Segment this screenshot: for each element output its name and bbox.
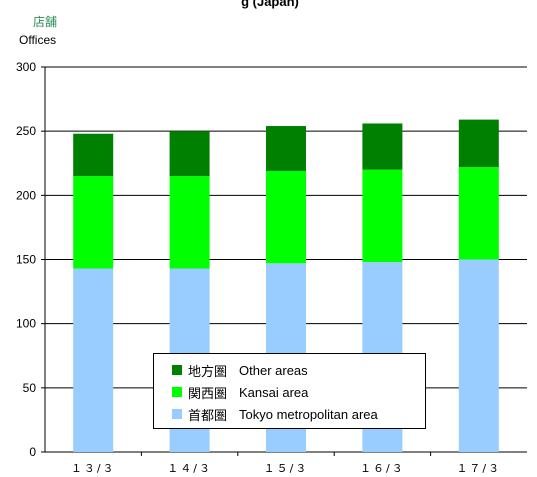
bar-segment-kansai [266,170,306,264]
legend-item-tokyo: 首都圏 Tokyo metropolitan area [172,403,425,425]
y-tick-label: 50 [23,381,37,395]
legend-swatch-tokyo [172,409,182,419]
bar-segment-kansai [362,169,403,263]
bar-segment-other [169,131,210,177]
bar-segment-other [73,133,114,177]
legend-item-other: 地方圏 Other areas [172,359,425,381]
legend-label-en: Other areas [239,362,308,378]
legend-label-jp: 地方圏 [188,364,228,380]
x-tick-label: １４/３ [167,462,212,475]
unit-label-english: Offices [19,33,57,47]
bar-segment-tokyo [458,259,499,452]
bar-segment-tokyo [73,268,114,452]
legend-swatch-kansai [172,387,182,397]
bar-segment-other [362,123,403,170]
chart-title: g (Japan) [241,0,299,9]
bar-segment-other [266,126,306,171]
legend-label-jp: 首都圏 [188,408,228,424]
legend-label-en: Kansai area [239,384,309,400]
bar-segment-kansai [73,176,114,269]
y-tick-label: 0 [29,445,36,459]
y-tick-label: 150 [16,253,36,267]
bar-segment-other [458,119,499,168]
x-tick-label: １５/３ [264,462,309,475]
bar-segment-kansai [169,176,210,269]
x-tick-label: １７/３ [456,462,501,475]
legend-label-jp: 関西圏 [188,386,228,402]
y-tick-label: 200 [16,188,36,202]
x-tick-label: １６/３ [360,462,405,475]
legend-item-kansai: 関西圏 Kansai area [172,381,425,403]
y-tick-label: 100 [16,317,36,331]
legend-swatch-other [172,365,182,375]
x-tick-label: １３/３ [71,462,116,475]
chart-legend: 地方圏 Other areas 関西圏 Kansai area 首都圏 Toky… [153,353,426,429]
bar-segment-kansai [458,167,499,260]
y-tick-label: 250 [16,124,36,138]
y-tick-label: 300 [16,60,36,74]
unit-label-japanese: 店舗 [33,15,58,29]
legend-label-en: Tokyo metropolitan area [239,406,378,422]
